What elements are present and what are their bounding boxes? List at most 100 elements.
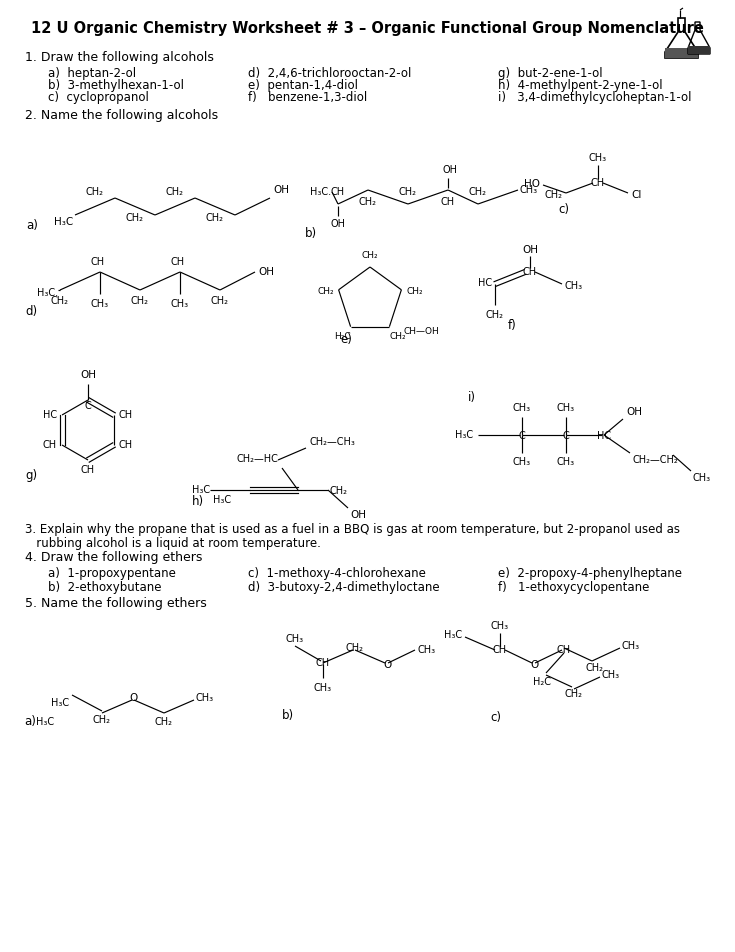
Text: OH: OH — [80, 370, 96, 380]
Text: CH₂: CH₂ — [51, 296, 69, 306]
Text: i)   3,4-dimethylcycloheptan-1-ol: i) 3,4-dimethylcycloheptan-1-ol — [498, 90, 692, 104]
Text: a)  1-propoxypentane: a) 1-propoxypentane — [48, 567, 176, 581]
Text: OH: OH — [331, 219, 345, 229]
Text: b)  2-ethoxybutane: b) 2-ethoxybutane — [48, 581, 162, 593]
Text: 5. Name the following ethers: 5. Name the following ethers — [25, 597, 207, 609]
Text: CH: CH — [331, 187, 345, 197]
Text: d): d) — [25, 306, 37, 319]
Text: 3. Explain why the propane that is used as a fuel in a BBQ is gas at room temper: 3. Explain why the propane that is used … — [25, 524, 680, 537]
Text: OH: OH — [350, 510, 366, 520]
Text: h): h) — [192, 495, 204, 508]
Text: HC: HC — [597, 431, 611, 441]
Text: CH₃: CH₃ — [513, 403, 531, 413]
Text: C: C — [519, 431, 526, 441]
Text: H₃C: H₃C — [444, 630, 462, 640]
Text: Cl: Cl — [631, 190, 642, 200]
Text: b): b) — [282, 708, 294, 722]
Text: CH₃: CH₃ — [286, 634, 304, 644]
Text: CH₃: CH₃ — [520, 185, 538, 195]
Text: c)  1-methoxy-4-chlorohexane: c) 1-methoxy-4-chlorohexane — [248, 567, 426, 581]
Text: OH: OH — [442, 165, 457, 175]
Text: CH₂—CH₂: CH₂—CH₂ — [633, 455, 678, 465]
Text: c)  cyclopropanol: c) cyclopropanol — [48, 90, 149, 104]
Polygon shape — [665, 48, 698, 58]
Text: e)  2-propoxy-4-phenylheptane: e) 2-propoxy-4-phenylheptane — [498, 567, 682, 581]
Text: CH₂: CH₂ — [545, 190, 563, 200]
Text: e): e) — [340, 333, 352, 347]
Text: CH: CH — [43, 440, 57, 450]
Text: CH: CH — [493, 645, 507, 655]
Text: CH₂: CH₂ — [486, 310, 504, 320]
Text: CH₂: CH₂ — [346, 643, 364, 653]
Text: a)  heptan-2-ol: a) heptan-2-ol — [48, 67, 136, 80]
Polygon shape — [688, 46, 710, 54]
Text: 2. Name the following alcohols: 2. Name the following alcohols — [25, 109, 218, 123]
Text: CH₂: CH₂ — [389, 332, 406, 341]
Text: CH₂—CH₃: CH₂—CH₃ — [310, 437, 356, 447]
Text: CH: CH — [119, 410, 133, 420]
Text: CH₂: CH₂ — [469, 187, 487, 197]
Text: H₃C.: H₃C. — [310, 187, 331, 197]
Text: CH: CH — [119, 440, 133, 450]
Text: CH: CH — [557, 645, 571, 655]
Text: CH₃: CH₃ — [622, 641, 640, 651]
Text: CH₂: CH₂ — [318, 288, 334, 296]
Text: c): c) — [558, 204, 569, 216]
Text: OH: OH — [626, 407, 642, 417]
Text: HC: HC — [478, 278, 492, 288]
Text: CH₃: CH₃ — [565, 281, 583, 291]
Text: g): g) — [25, 468, 37, 482]
Text: CH₃: CH₃ — [196, 693, 214, 703]
Text: O: O — [384, 660, 392, 670]
Text: CH₂: CH₂ — [126, 213, 144, 223]
Text: a): a) — [24, 716, 36, 728]
Text: H₃C: H₃C — [51, 698, 69, 708]
Text: d)  3-butoxy-2,4-dimethyloctane: d) 3-butoxy-2,4-dimethyloctane — [248, 581, 440, 593]
Text: b)  3-methylhexan-1-ol: b) 3-methylhexan-1-ol — [48, 78, 184, 91]
Text: CH₃: CH₃ — [418, 645, 436, 655]
Text: CH₂: CH₂ — [359, 197, 377, 207]
Text: CH₃: CH₃ — [589, 153, 607, 163]
Text: OH: OH — [273, 185, 289, 195]
Text: CH₂: CH₂ — [330, 486, 348, 496]
Text: CH₂: CH₂ — [86, 187, 104, 197]
Text: f): f) — [508, 319, 517, 331]
Text: CH₂: CH₂ — [155, 717, 173, 727]
Text: d)  2,4,6-trichlorooctan-2-ol: d) 2,4,6-trichlorooctan-2-ol — [248, 67, 412, 80]
Text: f)   1-ethoxycyclopentane: f) 1-ethoxycyclopentane — [498, 581, 650, 593]
Text: c): c) — [490, 711, 501, 724]
Text: C: C — [85, 401, 91, 411]
Text: a): a) — [26, 219, 38, 231]
Text: CH: CH — [441, 197, 455, 207]
Text: H₃C: H₃C — [455, 430, 473, 440]
Text: H₃C: H₃C — [54, 217, 73, 227]
Text: h)  4-methylpent-2-yne-1-ol: h) 4-methylpent-2-yne-1-ol — [498, 78, 663, 91]
Text: CH₃: CH₃ — [557, 403, 575, 413]
Text: O: O — [130, 693, 138, 703]
Text: CH₃: CH₃ — [602, 670, 620, 680]
Text: HC: HC — [43, 410, 57, 420]
Text: H₃C.: H₃C. — [37, 288, 58, 298]
Text: CH₃: CH₃ — [171, 299, 189, 309]
Text: CH₂: CH₂ — [166, 187, 184, 197]
Text: CH₃: CH₃ — [314, 683, 332, 693]
Text: CH₃: CH₃ — [91, 299, 109, 309]
Text: 1. Draw the following alcohols: 1. Draw the following alcohols — [25, 50, 214, 64]
Text: H₃C: H₃C — [192, 485, 210, 495]
Text: CH: CH — [91, 257, 105, 267]
Text: H₃C: H₃C — [213, 495, 231, 505]
Text: CH₃: CH₃ — [693, 473, 711, 483]
Text: rubbing alcohol is a liquid at room temperature.: rubbing alcohol is a liquid at room temp… — [25, 537, 321, 549]
Text: f)   benzene-1,3-diol: f) benzene-1,3-diol — [248, 90, 368, 104]
Text: CH: CH — [81, 465, 95, 475]
Text: CH₂: CH₂ — [211, 296, 229, 306]
Text: CH₂: CH₂ — [93, 715, 111, 725]
Text: OH: OH — [522, 245, 538, 255]
Text: CH₃: CH₃ — [557, 457, 575, 467]
Text: OH: OH — [258, 267, 274, 277]
Text: CH₃: CH₃ — [491, 621, 509, 631]
Text: e)  pentan-1,4-diol: e) pentan-1,4-diol — [248, 78, 358, 91]
Text: CH₂: CH₂ — [565, 689, 583, 699]
Text: H₂C: H₂C — [533, 677, 551, 687]
Text: C: C — [562, 431, 570, 441]
